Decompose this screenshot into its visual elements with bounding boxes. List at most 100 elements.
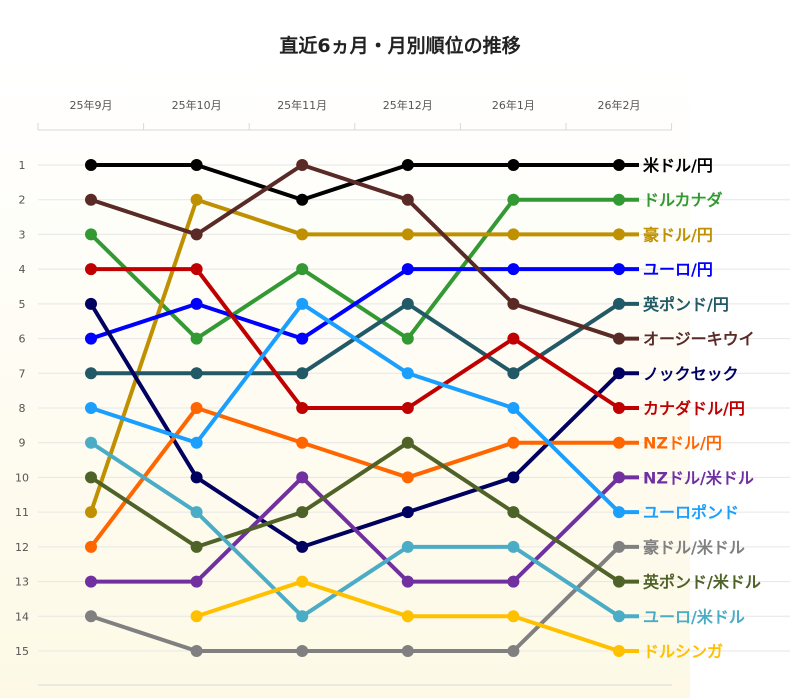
legend-label: ユーロ/円 — [643, 260, 713, 279]
data-point — [85, 297, 97, 310]
data-point — [401, 159, 414, 171]
data-point — [296, 367, 309, 380]
y-tick-label: 11 — [15, 506, 29, 519]
data-point — [613, 575, 625, 588]
data-point — [85, 367, 97, 380]
data-point — [296, 610, 309, 623]
data-point — [296, 436, 309, 449]
series-6 — [85, 159, 639, 345]
data-point — [296, 193, 309, 206]
data-point — [190, 193, 203, 206]
y-tick-label: 12 — [15, 541, 29, 554]
data-point — [401, 367, 414, 380]
series-8 — [85, 263, 639, 414]
y-tick-label: 14 — [15, 610, 29, 623]
data-point — [613, 367, 625, 380]
data-point — [296, 402, 309, 414]
data-point — [401, 540, 414, 553]
data-point — [190, 332, 203, 345]
legend-label: 英ポンド/円 — [642, 295, 729, 314]
data-point — [401, 228, 414, 241]
data-point — [507, 402, 520, 414]
data-point — [190, 159, 203, 171]
data-point — [507, 193, 520, 206]
series-3 — [85, 193, 639, 519]
data-point — [190, 471, 203, 484]
data-point — [190, 402, 203, 414]
data-point — [401, 436, 414, 449]
data-point — [613, 402, 625, 414]
y-tick-label: 15 — [15, 645, 29, 658]
data-point — [507, 332, 520, 345]
legend-label: ドルシンガ — [643, 642, 723, 661]
data-point — [507, 159, 520, 171]
data-point — [296, 263, 309, 276]
data-point — [296, 228, 309, 241]
x-tick-label: 26年2月 — [598, 98, 641, 112]
data-point — [85, 610, 97, 623]
series-line — [89, 406, 619, 549]
series-11 — [85, 297, 639, 519]
chart-title: 直近6ヵ月・月別順位の推移 — [279, 34, 520, 57]
data-point — [296, 645, 309, 657]
data-point — [190, 436, 203, 449]
legend-label: 英ポンド/米ドル — [642, 573, 761, 592]
data-point — [401, 297, 414, 310]
y-tick-label: 8 — [19, 402, 26, 415]
data-point — [613, 436, 625, 449]
data-point — [85, 263, 97, 276]
legend-label: 豪ドル/円 — [643, 225, 713, 244]
data-point — [85, 471, 97, 484]
data-point — [613, 297, 625, 310]
data-point — [507, 506, 520, 519]
data-point — [507, 263, 520, 276]
data-point — [190, 367, 203, 380]
series-line — [89, 440, 621, 584]
series-line — [89, 441, 621, 619]
y-tick-label: 2 — [19, 194, 26, 207]
data-point — [613, 645, 625, 657]
series-line — [89, 197, 619, 513]
data-point — [401, 402, 414, 414]
data-point — [507, 645, 520, 657]
data-point — [401, 471, 414, 484]
series-line — [91, 267, 621, 410]
series-14 — [85, 436, 639, 623]
data-point — [296, 575, 309, 588]
data-point — [613, 506, 625, 519]
data-point — [296, 506, 309, 519]
data-point — [401, 610, 414, 623]
data-point — [613, 471, 625, 484]
series-13 — [85, 436, 639, 588]
legend-label: 米ドル/円 — [643, 156, 713, 175]
data-point — [85, 436, 97, 449]
legend-label: オージーキウイ — [643, 330, 755, 349]
data-point — [507, 436, 520, 449]
series-line — [90, 267, 619, 341]
series-line — [90, 163, 620, 341]
data-point — [507, 471, 520, 484]
data-point — [85, 193, 97, 206]
data-point — [296, 471, 309, 484]
series-9 — [85, 402, 639, 553]
data-point — [85, 575, 97, 588]
data-point — [401, 506, 414, 519]
y-tick-label: 13 — [15, 576, 29, 589]
series-line — [90, 301, 621, 514]
legend-label: ユーロ/米ドル — [643, 607, 745, 626]
data-point — [613, 610, 625, 623]
x-tick-label: 25年9月 — [70, 98, 113, 112]
data-point — [296, 297, 309, 310]
data-point — [613, 159, 625, 171]
legend-label: NZドル/円 — [643, 434, 722, 453]
data-point — [507, 575, 520, 588]
y-tick-label: 9 — [19, 437, 26, 450]
data-point — [507, 297, 520, 310]
data-point — [296, 332, 309, 345]
data-point — [401, 263, 414, 276]
series-15 — [190, 575, 639, 657]
data-point — [401, 645, 414, 657]
x-tick-label: 25年11月 — [277, 98, 327, 112]
data-point — [190, 297, 203, 310]
